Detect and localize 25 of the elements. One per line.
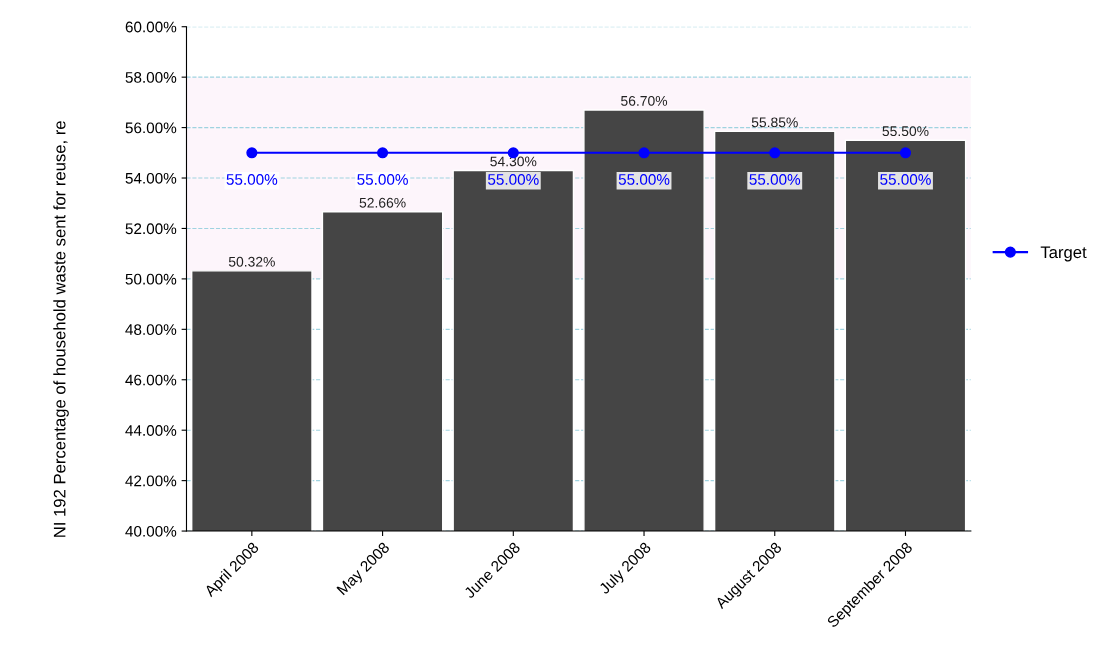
data-label: 55.00% [226, 174, 278, 185]
data-label: 55.00% [618, 174, 670, 185]
y-tick-label: 60.00% [125, 21, 177, 33]
y-tick-label: 54.00% [125, 172, 177, 184]
data-label: 56.70% [621, 95, 668, 106]
y-tick-label: 40.00% [125, 525, 177, 537]
data-label: 55.00% [880, 174, 931, 185]
data-label: 54.30% [490, 156, 537, 167]
y-axis-title: NI 192 Percentage of household waste sent for reuse, re [53, 121, 69, 537]
y-tick-label: 48.00% [125, 324, 177, 336]
data-label: 50.32% [228, 256, 275, 267]
data-label: 55.00% [488, 174, 539, 185]
y-tick-label: 52.00% [125, 223, 177, 235]
y-tick-label: 42.00% [125, 475, 177, 487]
y-tick-label: 56.00% [125, 122, 177, 134]
y-tick-label: 44.00% [125, 425, 177, 436]
data-label: 55.85% [751, 117, 798, 128]
y-tick-label: 50.00% [125, 273, 177, 285]
data-label: 55.50% [882, 126, 929, 137]
y-tick-label: 46.00% [125, 374, 177, 386]
data-label: 55.00% [357, 174, 408, 185]
data-label: 55.00% [749, 174, 801, 185]
data-label: 52.66% [359, 197, 406, 208]
y-tick-label: 58.00% [125, 72, 177, 83]
legend-label: Target [1040, 246, 1087, 262]
